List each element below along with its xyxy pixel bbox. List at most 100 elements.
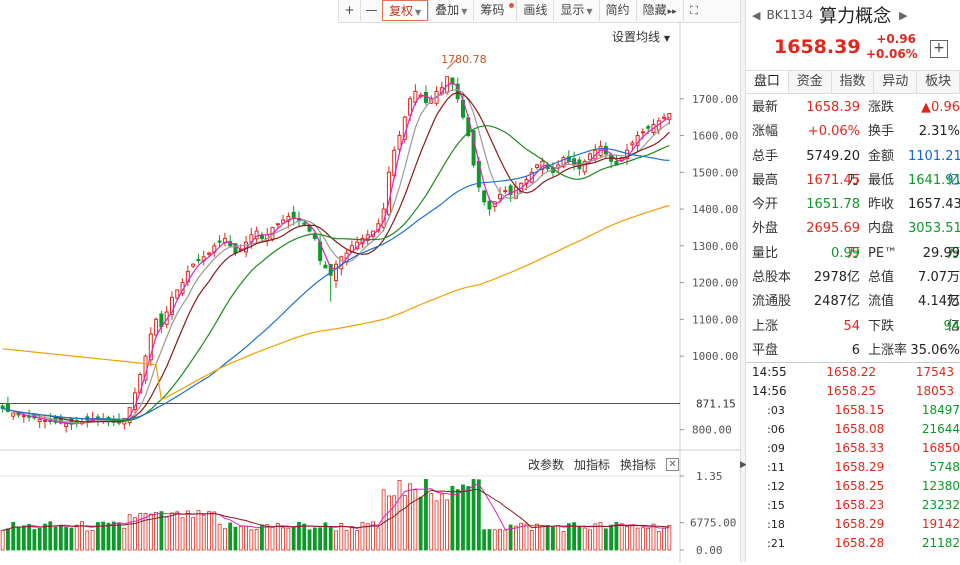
volume-bar: [254, 529, 259, 551]
candle-body: [503, 190, 508, 193]
volume-axis-label: 0.00: [696, 544, 723, 557]
volume-bar: [265, 524, 270, 551]
zoom-in-button[interactable]: +: [338, 0, 360, 21]
sector-name: 算力概念: [819, 6, 892, 27]
stat-label: 最高: [752, 172, 779, 188]
volume-bar: [58, 524, 63, 551]
volume-bar: [598, 522, 603, 551]
tick-volume: 21644: [921, 422, 960, 436]
stat-value: 2487亿: [813, 294, 860, 310]
tab-sector[interactable]: 板块: [917, 71, 960, 93]
overlay-button[interactable]: 叠加 ▼: [428, 0, 473, 21]
tick-volume: 12380: [921, 479, 960, 493]
adjust-button[interactable]: 复权 ▼: [382, 0, 429, 21]
stat-label: 流值: [868, 294, 895, 310]
kline-chart[interactable]: 1700.00 1600.00 1500.00 1400.00 1300.00 1200.…: [0, 22, 740, 562]
stat-label: 流通股: [752, 294, 792, 310]
stat-label: 总值: [868, 270, 895, 286]
stat-value: 0.99: [831, 245, 860, 261]
volume-bar: [307, 529, 312, 551]
tab-movement[interactable]: 异动: [874, 71, 918, 93]
stat-value: 35.06%: [910, 342, 960, 358]
candle-body: [154, 318, 159, 336]
edit-params-button[interactable]: 改参数: [528, 458, 565, 472]
stat-label: 外盘: [752, 221, 779, 237]
stat-value: 2695.69万: [806, 221, 860, 261]
draw-line-button[interactable]: 画线: [516, 0, 553, 21]
volume-bar: [365, 523, 370, 551]
tab-handicap[interactable]: 盘口: [746, 71, 789, 93]
add-indicator-button[interactable]: 加指标: [574, 458, 611, 472]
chips-button[interactable]: 筹码: [473, 0, 516, 21]
tick-price: 1658.29: [834, 460, 885, 474]
candle-body: [381, 208, 386, 228]
stat-label: 量比: [752, 245, 779, 261]
tick-row: 14:56 1658.25 18053: [746, 382, 960, 401]
switch-indicator-button[interactable]: 换指标: [620, 458, 657, 472]
volume-bar: [508, 524, 513, 551]
volume-bar: [540, 525, 545, 551]
panel-splitter[interactable]: [740, 0, 746, 562]
volume-bar: [323, 522, 328, 551]
prev-arrow-icon[interactable]: ◀: [752, 8, 761, 22]
zoom-out-button[interactable]: —: [360, 0, 382, 21]
stat-value: +0.06%: [807, 124, 860, 140]
stat-row: 总手 5749.20万 金额 1101.21亿: [746, 145, 960, 188]
tab-index[interactable]: 指数: [832, 71, 875, 93]
simple-button[interactable]: 简约: [598, 0, 636, 21]
volume-bar: [286, 527, 291, 551]
tick-price: 1658.33: [834, 441, 885, 455]
ma60-line: [2, 147, 670, 420]
tick-volume: 23232: [921, 498, 960, 512]
tick-time: :15: [767, 499, 785, 512]
stat-label: 下跌: [868, 318, 895, 334]
stat-row: 外盘 2695.69万 内盘 3053.51万: [746, 217, 960, 261]
tick-row: :21 1658.28 21182: [746, 534, 960, 553]
candle-body: [207, 252, 212, 255]
next-arrow-icon[interactable]: ▶: [899, 8, 908, 22]
volume-bar: [588, 529, 592, 551]
tick-row: :15 1658.23 23232: [746, 496, 960, 515]
volume-bar: [249, 529, 254, 551]
ma120-line: [2, 204, 670, 401]
sector-code: BK1134: [766, 8, 814, 22]
hide-button[interactable]: 隐藏▸▸: [635, 0, 683, 21]
volume-bar: [429, 493, 434, 551]
quote-panel: ◀ BK1134 算力概念 ▶ 1658.39 +0.96 +0.06% + 盘…: [746, 0, 960, 562]
volume-ma-line: [2, 489, 670, 531]
add-watchlist-button[interactable]: +: [930, 40, 948, 58]
stat-label: 最低: [868, 172, 895, 188]
stat-label: 换手: [868, 124, 895, 140]
kline-svg[interactable]: 1700.00 1600.00 1500.00 1400.00 1300.00 1200.…: [0, 22, 740, 562]
display-button[interactable]: 显示 ▼: [553, 0, 598, 21]
stat-label: 总手: [752, 148, 779, 164]
chevron-down-icon: ▼: [586, 7, 593, 16]
volume-bar: [545, 524, 550, 551]
volume-bar: [27, 523, 32, 551]
stat-row: 上涨 54 下跌 94: [746, 315, 960, 339]
volume-bar: [0, 529, 5, 551]
stat-value: 1651.78: [806, 197, 860, 213]
candle-body: [291, 211, 296, 219]
volume-bar: [662, 527, 666, 551]
volume-bar: [244, 525, 248, 551]
ma-settings-button[interactable]: 设置均线 ▼: [612, 28, 670, 45]
ma30-line: [2, 125, 670, 422]
stat-row: 量比 0.99 PE™ 29.99: [746, 242, 960, 266]
volume-bar: [217, 523, 222, 551]
candle-body: [662, 116, 667, 119]
stat-label: 最新: [752, 100, 779, 115]
expand-icon[interactable]: ⛶: [682, 0, 705, 21]
tab-funds[interactable]: 资金: [789, 71, 832, 93]
volume-bar: [355, 530, 360, 551]
stat-value: 94: [943, 318, 960, 334]
volume-bar: [339, 523, 344, 551]
chevron-down-icon: ▼: [415, 8, 422, 17]
stat-value: 1641.91: [908, 172, 960, 188]
candle-body: [286, 215, 291, 222]
close-icon[interactable]: ✕: [666, 458, 680, 471]
volume-bar: [614, 522, 619, 551]
collapse-arrow-icon[interactable]: ▶: [740, 460, 747, 470]
volume-bar: [619, 523, 624, 551]
tick-list[interactable]: 14:55 1658.22 17543 14:56 1658.25 18053:03 165…: [746, 362, 960, 553]
